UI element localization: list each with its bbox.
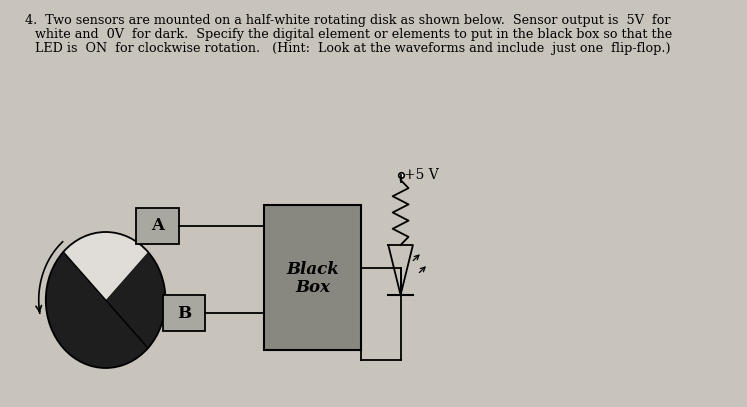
Text: 4.  Two sensors are mounted on a half-white rotating disk as shown below.  Senso: 4. Two sensors are mounted on a half-whi… xyxy=(25,14,670,27)
Text: +5 V: +5 V xyxy=(404,168,439,182)
Text: Box: Box xyxy=(295,279,330,296)
FancyBboxPatch shape xyxy=(163,295,205,331)
Wedge shape xyxy=(46,252,166,368)
FancyBboxPatch shape xyxy=(137,208,179,244)
Polygon shape xyxy=(388,245,413,295)
Text: B: B xyxy=(177,304,191,322)
Text: A: A xyxy=(151,217,164,234)
Wedge shape xyxy=(63,232,148,300)
Text: LED is  ON  for clockwise rotation.   (Hint:  Look at the waveforms and include : LED is ON for clockwise rotation. (Hint:… xyxy=(35,42,671,55)
FancyBboxPatch shape xyxy=(264,205,361,350)
Text: white and  0V  for dark.  Specify the digital element or elements to put in the : white and 0V for dark. Specify the digit… xyxy=(35,28,672,41)
Text: Black: Black xyxy=(286,261,339,278)
